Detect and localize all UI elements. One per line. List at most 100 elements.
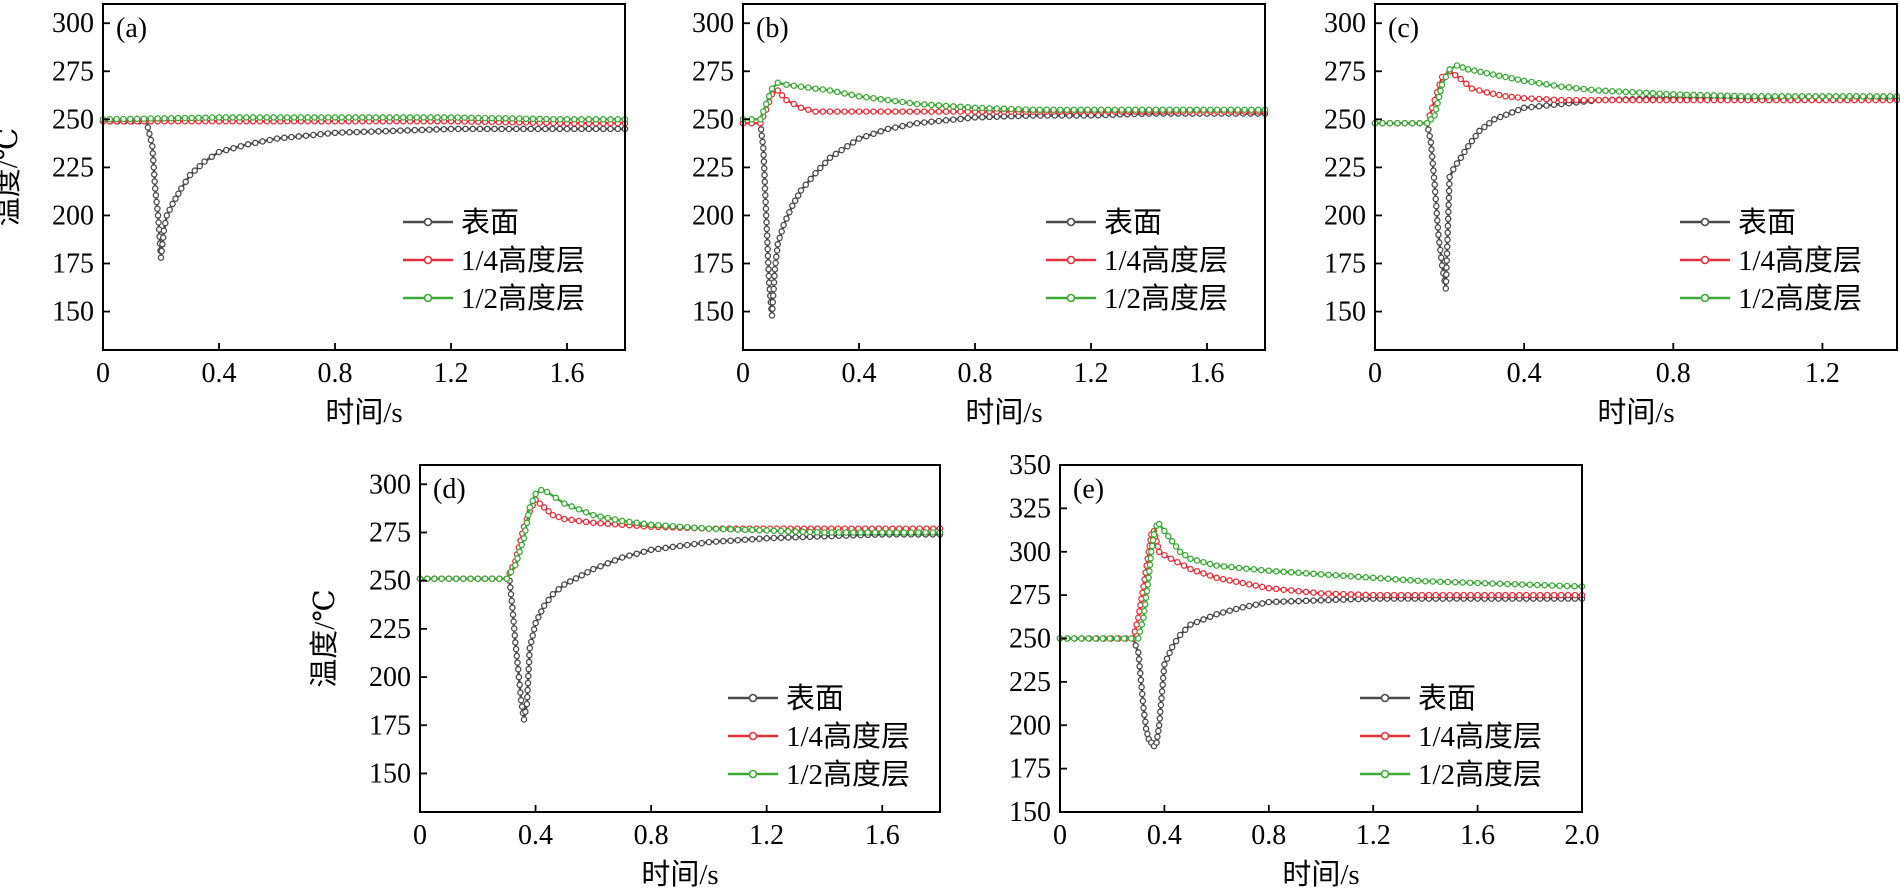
series-marker-c-2 (1717, 92, 1724, 99)
series-marker-e-1 (1239, 579, 1246, 587)
series-marker-e-2 (1085, 635, 1092, 642)
series-marker-e-0 (1158, 695, 1165, 702)
series-marker-e-2 (1220, 563, 1228, 570)
series-marker-a-2 (454, 114, 462, 121)
y-axis-label: 温度/℃ (0, 128, 24, 227)
legend-marker (1066, 255, 1076, 265)
series-marker-d-2 (669, 522, 677, 530)
series-marker-d-2 (525, 511, 532, 519)
series-marker-e-1 (1200, 570, 1207, 577)
series-marker-a-0 (230, 144, 237, 152)
series-marker-d-1 (540, 504, 548, 511)
series-marker-b-0 (863, 132, 870, 140)
series-marker-a-2 (440, 114, 448, 121)
series-marker-b-2 (1036, 106, 1044, 113)
series-marker-e-1 (1376, 591, 1384, 599)
series-marker-a-0 (339, 129, 346, 136)
series-marker-c-1 (1697, 96, 1704, 104)
x-axis-label: 时间/s (325, 396, 402, 429)
series-marker-c-2 (1636, 89, 1643, 96)
series-marker-d-0 (545, 596, 552, 604)
series-marker-d-2 (523, 519, 531, 527)
series-marker-a-2 (167, 114, 175, 122)
series-marker-e-0 (1287, 598, 1295, 605)
series-marker-c-2 (1873, 93, 1880, 100)
series-marker-c-2 (1550, 82, 1558, 89)
series-marker-d-2 (507, 568, 515, 576)
series-marker-a-0 (389, 127, 397, 135)
series-marker-a-2 (352, 114, 359, 121)
series-marker-a-0 (353, 128, 361, 136)
series-marker-a-2 (113, 115, 120, 123)
series-marker-a-2 (607, 116, 614, 123)
y-tick-label: 175 (1009, 754, 1051, 785)
series-marker-b-0 (762, 192, 769, 199)
series-marker-c-0 (1497, 113, 1504, 121)
series-marker-a-0 (600, 125, 607, 133)
series-marker-a-2 (161, 115, 168, 122)
series-marker-e-2 (1258, 566, 1265, 574)
series-marker-e-2 (1459, 579, 1466, 586)
series-marker-a-0 (281, 134, 288, 142)
series-marker-d-0 (741, 536, 749, 543)
series-marker-c-0 (1433, 209, 1441, 217)
series-marker-d-2 (452, 575, 460, 582)
series-marker-a-0 (215, 148, 223, 156)
series-marker-a-0 (151, 178, 158, 185)
series-marker-d-0 (597, 562, 604, 570)
series-marker-e-1 (1317, 590, 1325, 597)
series-marker-c-2 (1839, 93, 1847, 100)
series-marker-e-2 (1092, 635, 1099, 642)
series-marker-b-0 (761, 171, 768, 179)
series-marker-e-0 (1141, 711, 1148, 719)
series-marker-d-0 (683, 541, 691, 549)
series-marker-e-0 (1280, 598, 1287, 605)
series-marker-e-2 (1147, 555, 1154, 562)
series-marker-c-1 (1670, 96, 1677, 104)
series-marker-a-2 (133, 115, 141, 123)
series-marker-b-2 (950, 103, 957, 110)
series-marker-e-1 (1369, 591, 1377, 599)
series-marker-d-0 (535, 614, 542, 621)
y-tick-label: 225 (369, 614, 411, 645)
series-marker-c-2 (1595, 87, 1602, 94)
y-axis-label: 温度/℃ (308, 589, 341, 688)
series-marker-e-0 (1160, 668, 1168, 675)
series-marker-b-1 (950, 108, 957, 115)
series-marker-e-1 (1340, 590, 1347, 598)
series-marker-c-0 (1443, 257, 1451, 264)
series-marker-c-2 (1543, 81, 1550, 88)
series-marker-c-2 (1758, 93, 1765, 100)
series-marker-b-0 (906, 121, 914, 128)
series-marker-a-2 (140, 115, 148, 122)
series-marker-b-2 (986, 105, 993, 112)
series-marker-e-0 (1187, 621, 1194, 628)
y-tick-label: 150 (692, 297, 734, 328)
series-marker-d-2 (526, 504, 534, 511)
series-marker-e-2 (1571, 582, 1578, 590)
series-marker-d-0 (555, 586, 562, 593)
series-marker-c-0 (1445, 194, 1453, 202)
series-marker-c-0 (1520, 104, 1528, 112)
series-marker-c-0 (1543, 102, 1550, 109)
series-marker-c-2 (1764, 93, 1772, 100)
series-marker-c-2 (1676, 91, 1684, 98)
series-marker-c-0 (1514, 106, 1522, 114)
series-marker-b-0 (771, 272, 778, 280)
series-marker-e-0 (1135, 656, 1143, 663)
legend-marker (1700, 293, 1710, 303)
series-marker-e-0 (1182, 626, 1189, 634)
series-marker-b-0 (899, 122, 906, 130)
series-marker-c-1 (1629, 96, 1636, 104)
series-marker-d-1 (545, 508, 552, 515)
series-marker-d-0 (525, 665, 532, 673)
series-marker-a-2 (420, 114, 427, 121)
series-marker-d-0 (507, 590, 515, 598)
series-marker-a-2 (208, 114, 216, 121)
series-marker-b-1 (928, 108, 935, 115)
series-marker-d-2 (756, 527, 763, 534)
series-marker-d-2 (488, 575, 496, 582)
series-marker-e-1 (1355, 591, 1362, 598)
series-marker-b-0 (770, 285, 777, 293)
series-marker-c-2 (1437, 87, 1444, 95)
